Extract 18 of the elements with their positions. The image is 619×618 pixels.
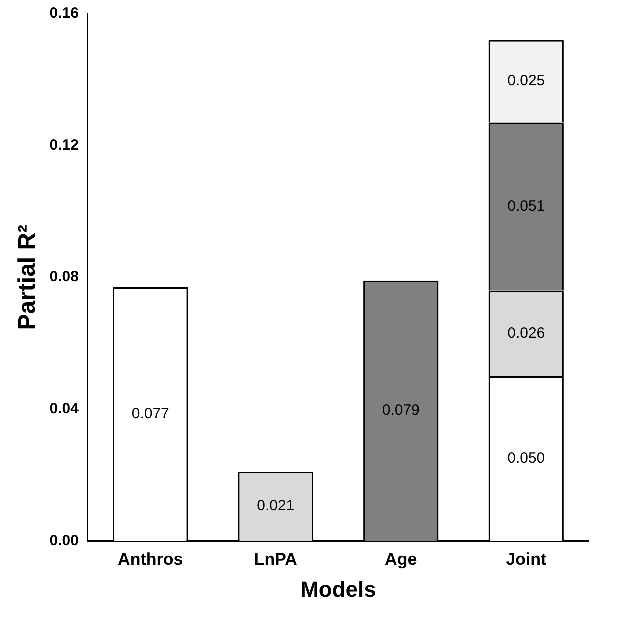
- data-label: 0.025: [508, 72, 546, 90]
- y-tick-label: 0.12: [50, 136, 79, 154]
- y-tick-label: 0.04: [50, 400, 80, 418]
- data-label: 0.050: [508, 450, 546, 467]
- x-axis-title: Models: [300, 576, 376, 602]
- y-axis-title: Partial R²: [14, 224, 42, 330]
- data-label: 0.051: [508, 198, 546, 215]
- data-label: 0.077: [132, 405, 170, 422]
- x-tick-label: Anthros: [118, 550, 184, 570]
- y-tick-label: 0.16: [50, 5, 79, 22]
- x-tick-label: LnPA: [254, 550, 298, 570]
- data-label: 0.021: [257, 498, 295, 515]
- x-tick-label: Joint: [506, 550, 548, 570]
- y-tick-label: 0.00: [50, 532, 79, 550]
- y-tick-label: 0.08: [50, 268, 79, 286]
- data-label: 0.026: [508, 324, 546, 342]
- x-tick-label: Age: [385, 550, 418, 570]
- data-label: 0.079: [382, 402, 420, 420]
